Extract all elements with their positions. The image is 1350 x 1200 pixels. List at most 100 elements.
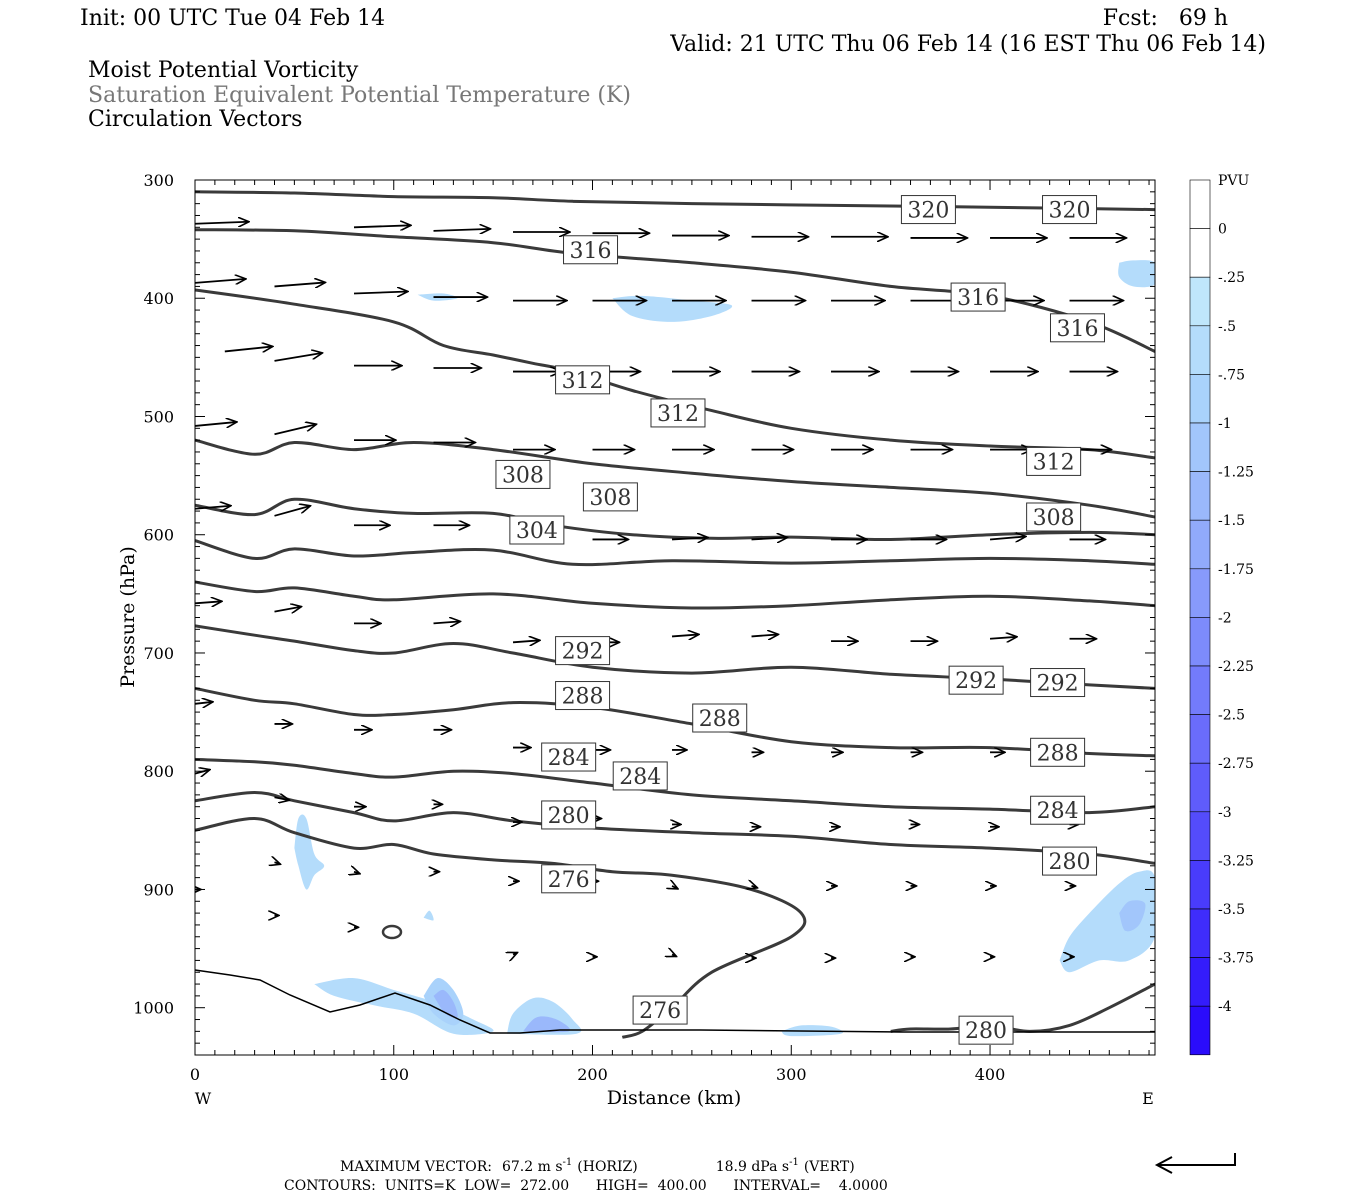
vert-sup: -1 — [789, 1157, 799, 1168]
contour-292 — [195, 624, 1155, 690]
forecast-hour: Fcst: 69 h — [1103, 6, 1228, 31]
y-axis-title: Pressure (hPa) — [117, 546, 139, 688]
contour-label: 284 — [541, 742, 597, 772]
terrain-line — [194, 969, 1155, 1034]
contour-280 — [195, 790, 1155, 865]
y-tick-label: 600 — [143, 526, 174, 545]
circulation-vector — [274, 353, 323, 362]
colorbar-swatch — [1189, 811, 1211, 861]
contour-label: 280 — [958, 1015, 1014, 1045]
init-time: Init: 00 UTC Tue 04 Feb 14 — [80, 6, 385, 31]
colorbar-level-label: -1 — [1218, 416, 1232, 432]
contour-label-text: 292 — [1037, 672, 1079, 697]
mpv-region — [1059, 870, 1155, 973]
vert-value: 18.9 dPa s — [716, 1159, 789, 1175]
contour-320 — [195, 190, 1155, 212]
contour-label-text: 308 — [502, 463, 544, 488]
colorbar-swatch — [1189, 908, 1211, 958]
y-tick-label: 400 — [143, 289, 174, 308]
contour-label-text: 288 — [562, 685, 604, 710]
colorbar-level-label: -2.75 — [1218, 756, 1254, 772]
y-tick-label: 500 — [143, 407, 174, 426]
contour-label-text: 292 — [562, 640, 604, 665]
contour-label: 320 — [900, 195, 956, 225]
colorbar-swatch — [1189, 568, 1211, 618]
max-vector-label: MAXIMUM VECTOR: — [340, 1159, 492, 1175]
y-tick-label: 1000 — [133, 999, 174, 1018]
circulation-vector — [672, 886, 678, 889]
contour-label-text: 276 — [639, 999, 681, 1024]
contour-closed-cell — [381, 924, 403, 940]
x-tick-label: 300 — [776, 1065, 807, 1084]
mpv-region — [523, 1016, 571, 1033]
contour-label-text: 284 — [1037, 799, 1079, 824]
contour-label: 312 — [555, 365, 611, 395]
contour-label-text: 280 — [1049, 850, 1091, 875]
circulation-vector — [195, 222, 249, 224]
contour-label: 280 — [541, 800, 597, 830]
colorbar-swatch — [1189, 762, 1211, 813]
colorbar-unit: PVU — [1218, 173, 1250, 189]
y-tick-label: 700 — [143, 644, 174, 663]
mpv-region — [1118, 260, 1155, 288]
contour-label: 312 — [650, 398, 706, 428]
circulation-vector — [512, 640, 540, 642]
contour-label-text: 284 — [619, 765, 661, 790]
mpv-region — [433, 989, 458, 1018]
contour-label-text: 280 — [965, 1019, 1007, 1044]
circulation-vector — [195, 601, 222, 603]
field-title-vectors: Circulation Vectors — [88, 107, 302, 132]
x-west-label: W — [195, 1089, 212, 1108]
contour-label: 308 — [582, 482, 638, 512]
x-tick-label: 100 — [378, 1065, 409, 1084]
contour-label-text: 288 — [699, 707, 741, 732]
circulation-vectors — [195, 222, 1127, 958]
circulation-vector — [752, 886, 758, 888]
colorbar-level-label: -3 — [1218, 805, 1232, 821]
contour-316 — [195, 228, 1155, 353]
contour-label-text: 312 — [1033, 450, 1075, 475]
circulation-vector — [353, 292, 408, 294]
colorbar-level-label: -3.5 — [1218, 902, 1245, 918]
x-east-label: E — [1142, 1089, 1154, 1108]
valid-time: Valid: 21 UTC Thu 06 Feb 14 (16 EST Thu … — [669, 32, 1266, 57]
contour-288 — [195, 686, 1155, 758]
axis-ticks: 300 400 500 600 700 800 900 1000 0 100 200 300 400 — [133, 171, 1155, 1084]
colorbar-level-label: -3.25 — [1218, 853, 1254, 869]
footer-contours: CONTOURS: UNITS=K LOW= 272.00 HIGH= 400.… — [284, 1178, 888, 1194]
colorbar-level-label: -.5 — [1218, 319, 1236, 335]
colorbar: 0 -.25 -.5 -.75 -1 -1.25 -1.5 -1.75 -2 -2.25 -2.5 -… — [1189, 179, 1254, 1056]
circulation-vector — [224, 346, 273, 351]
circulation-vector — [353, 225, 411, 227]
contour-label-text: 316 — [570, 239, 612, 264]
contour-label-text: 276 — [548, 868, 590, 893]
x-tick-label: 400 — [975, 1065, 1006, 1084]
circulation-vector — [274, 506, 311, 517]
circulation-vector — [751, 537, 788, 539]
colorbar-swatch — [1189, 422, 1211, 472]
field-title-theta-es: Saturation Equivalent Potential Temperat… — [88, 83, 631, 108]
circulation-vector — [989, 536, 1026, 539]
contour-label-text: 304 — [516, 519, 558, 544]
theta-es-contours — [195, 190, 1155, 1039]
colorbar-level-label: -4 — [1218, 999, 1232, 1015]
colorbar-level-label: -.25 — [1218, 270, 1245, 286]
contour-labels: 320 320 316 316 316 312 312 312 308 308 308 304 292 2… — [495, 195, 1105, 1045]
contour-label-text: 320 — [1049, 199, 1091, 224]
contour-312 — [195, 288, 1155, 460]
contour-label-text: 308 — [1033, 506, 1075, 531]
contour-280 — [890, 982, 1155, 1033]
circulation-vector — [195, 506, 231, 509]
mpv-region — [1119, 900, 1146, 932]
colorbar-swatch — [1189, 714, 1211, 764]
horiz-sup: -1 — [563, 1157, 573, 1168]
mpv-region — [423, 910, 434, 921]
contour-label: 312 — [1026, 446, 1082, 476]
reference-vector-icon — [1154, 1153, 1236, 1174]
contour-label: 280 — [1042, 846, 1098, 876]
contour-label: 288 — [1030, 737, 1086, 767]
x-tick-label: 200 — [577, 1065, 608, 1084]
contour-label: 288 — [555, 681, 611, 711]
contour-296 — [195, 580, 1155, 610]
